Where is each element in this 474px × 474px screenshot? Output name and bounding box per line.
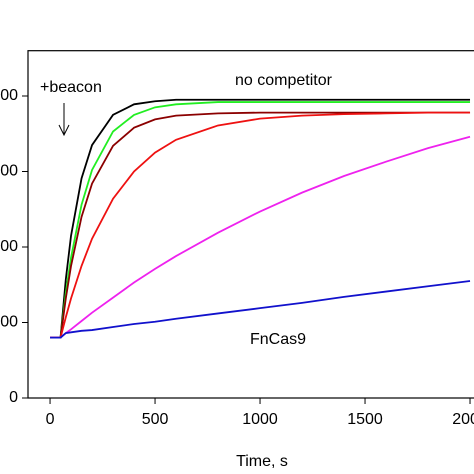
plot-frame [27, 50, 474, 399]
y-tick-label: 200 [0, 238, 18, 255]
arrow-head [58, 124, 70, 137]
x-tick-label: 1000 [242, 411, 278, 428]
y-tick-label: 300 [0, 163, 18, 180]
y-tick-label: 400 [0, 87, 18, 104]
annotation: FnCas9 [250, 331, 306, 348]
series-line [50, 98, 471, 339]
series-line [50, 111, 471, 339]
annotation: no competitor [235, 72, 333, 89]
x-tick-label: 500 [142, 411, 169, 428]
x-tick-label: 2000 [452, 411, 474, 428]
series-line [50, 111, 471, 339]
x-tick-label: 0 [46, 411, 55, 428]
annotation: +beacon [40, 79, 102, 96]
series-line [50, 280, 471, 339]
y-tick-label: 100 [0, 314, 18, 331]
x-axis-label: Time, s [236, 453, 288, 470]
series-line [50, 101, 471, 339]
y-tick-label: 0 [9, 389, 18, 406]
x-tick-label: 1500 [347, 411, 383, 428]
